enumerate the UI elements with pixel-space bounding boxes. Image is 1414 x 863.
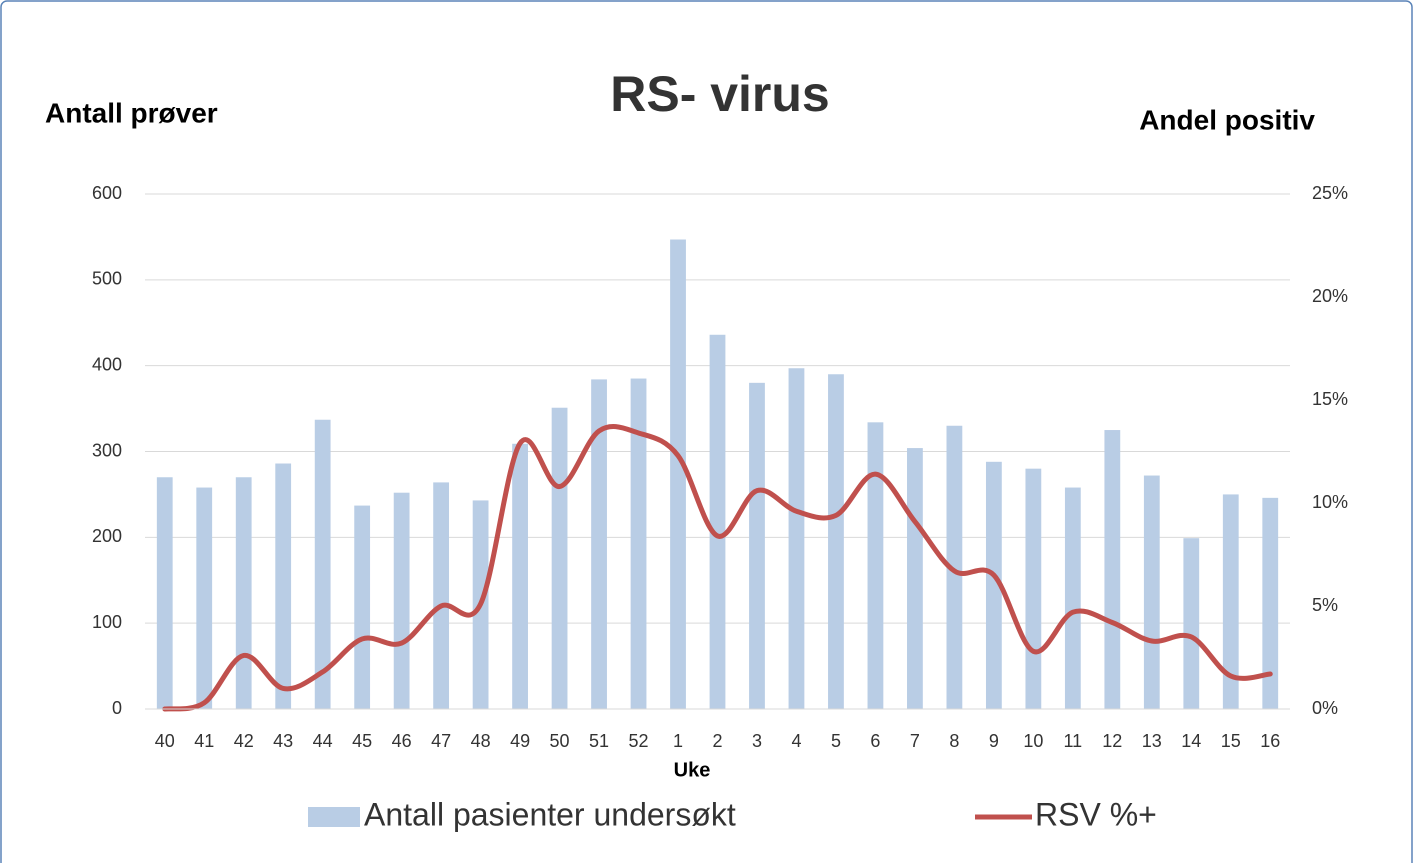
x-tick-label: 10 xyxy=(1023,731,1043,751)
y-tick-label: 400 xyxy=(92,354,122,374)
bar xyxy=(867,422,884,709)
x-tick-label: 12 xyxy=(1102,731,1122,751)
x-axis-title: Uke xyxy=(674,759,711,781)
x-tick-label: 48 xyxy=(471,731,491,751)
bar xyxy=(630,378,647,709)
bar xyxy=(433,482,450,709)
bar xyxy=(1064,487,1081,709)
x-tick-label: 40 xyxy=(155,731,175,751)
x-tick-label: 43 xyxy=(273,731,293,751)
x-tick-label: 51 xyxy=(589,731,609,751)
bar xyxy=(1104,430,1121,709)
x-tick-label: 45 xyxy=(352,731,372,751)
bar xyxy=(907,448,923,709)
legend-label: Antall pasienter undersøkt xyxy=(364,796,736,832)
x-tick-label: 1 xyxy=(673,731,683,751)
x-tick-label: 8 xyxy=(949,731,959,751)
x-tick-label: 14 xyxy=(1181,731,1201,751)
y-tick-label: 300 xyxy=(92,440,122,460)
bar xyxy=(1262,497,1279,709)
bar xyxy=(314,419,331,709)
bar xyxy=(788,368,805,709)
x-tick-label: 4 xyxy=(791,731,801,751)
bar xyxy=(709,334,726,709)
bar xyxy=(1183,538,1200,709)
x-tick-label: 5 xyxy=(831,731,841,751)
x-tick-label: 16 xyxy=(1260,731,1280,751)
chart-title: RS- virus xyxy=(610,66,830,122)
y2-tick-label: 10% xyxy=(1312,492,1348,512)
legend-swatch xyxy=(308,807,360,827)
bar xyxy=(354,505,371,709)
x-tick-label: 50 xyxy=(550,731,570,751)
x-tick-label: 6 xyxy=(870,731,880,751)
x-tick-label: 9 xyxy=(989,731,999,751)
line xyxy=(162,424,1273,712)
y2-axis-title: Andel positiv xyxy=(1139,104,1315,135)
bar xyxy=(393,492,410,709)
y-tick-label: 100 xyxy=(92,612,122,632)
bar xyxy=(749,382,765,709)
bar xyxy=(670,239,686,709)
x-tick-label: 15 xyxy=(1221,731,1241,751)
y-tick-label: 0 xyxy=(112,698,122,718)
x-tick-label: 49 xyxy=(510,731,530,751)
y2-tick-label: 5% xyxy=(1312,595,1338,615)
legend-label: RSV %+ xyxy=(1035,796,1157,832)
y-tick-label: 600 xyxy=(92,183,122,203)
bar xyxy=(235,477,252,709)
y2-tick-label: 25% xyxy=(1312,183,1348,203)
y2-tick-label: 0% xyxy=(1312,698,1338,718)
x-tick-label: 2 xyxy=(712,731,722,751)
y-tick-label: 500 xyxy=(92,269,122,289)
x-tick-label: 46 xyxy=(392,731,412,751)
x-tick-label: 52 xyxy=(629,731,649,751)
bar xyxy=(946,425,963,709)
x-tick-label: 44 xyxy=(313,731,333,751)
bar xyxy=(1222,494,1239,709)
y2-tick-label: 20% xyxy=(1312,286,1348,306)
y-axis-title: Antall prøver xyxy=(45,97,218,128)
x-tick-label: 3 xyxy=(752,731,762,751)
x-tick-label: 42 xyxy=(234,731,254,751)
bar xyxy=(275,463,292,709)
bar xyxy=(196,487,213,709)
x-tick-label: 7 xyxy=(910,731,920,751)
y2-tick-label: 15% xyxy=(1312,389,1348,409)
bar xyxy=(156,477,173,709)
bar xyxy=(512,443,528,709)
x-tick-label: 11 xyxy=(1064,731,1083,751)
bar xyxy=(1143,475,1160,709)
x-tick-label: 13 xyxy=(1142,731,1162,751)
x-tick-label: 47 xyxy=(431,731,451,751)
y-tick-label: 200 xyxy=(92,526,122,546)
bar xyxy=(985,461,1002,709)
bar xyxy=(591,379,607,709)
x-tick-label: 41 xyxy=(194,731,214,751)
bar xyxy=(828,374,844,709)
bar xyxy=(1025,468,1042,709)
bar xyxy=(551,407,568,709)
